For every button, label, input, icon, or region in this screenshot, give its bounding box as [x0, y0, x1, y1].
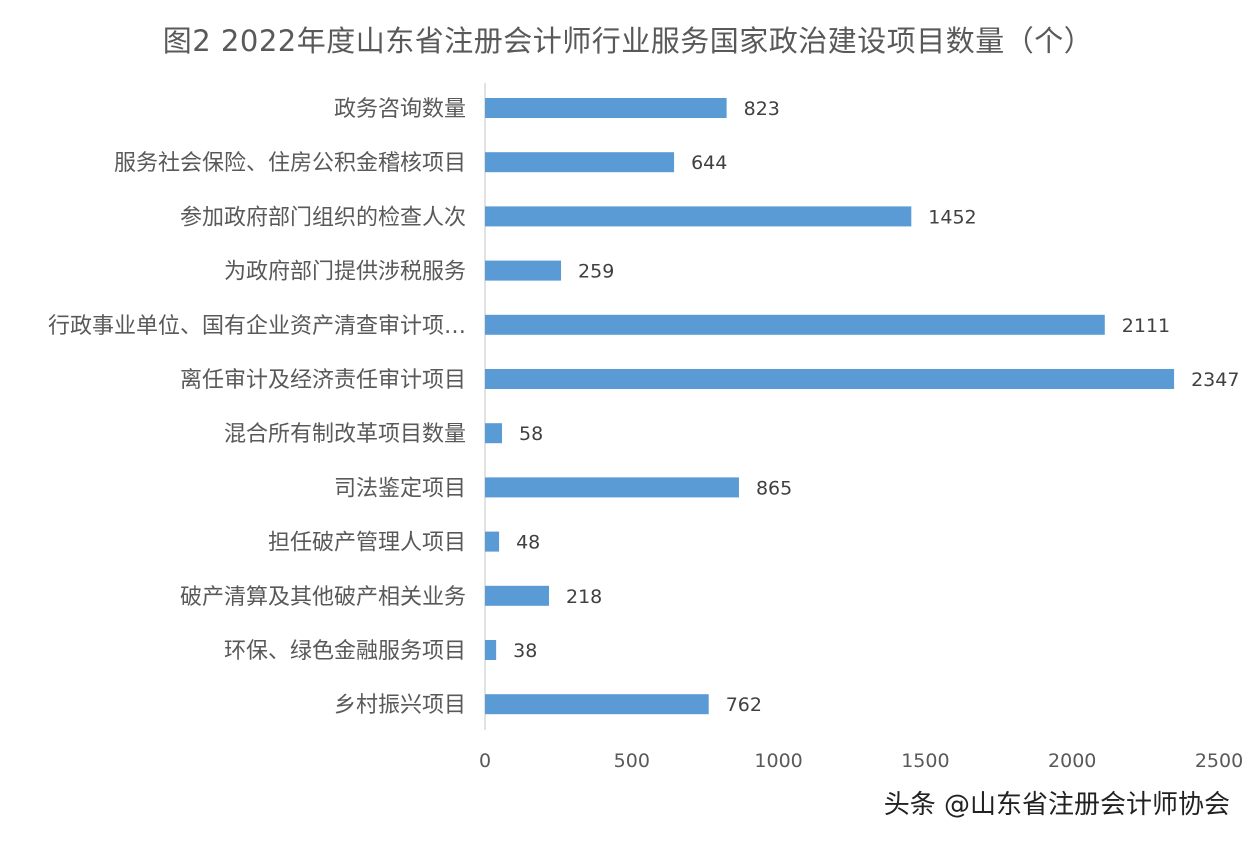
- bar: [485, 531, 500, 552]
- data-label: 644: [691, 152, 727, 174]
- category-label: 破产清算及其他破产相关业务: [180, 585, 466, 610]
- chart-title: 图2 2022年度山东省注册会计师行业服务国家政治建设项目数量（个）: [162, 24, 1094, 58]
- category-label: 政务咨询数量: [334, 97, 466, 122]
- bar: [485, 477, 739, 498]
- bar: [485, 98, 727, 118]
- data-label: 259: [578, 261, 614, 283]
- category-label: 司法鉴定项目: [334, 476, 466, 501]
- category-label: 参加政府部门组织的检查人次: [180, 205, 466, 230]
- data-label: 823: [744, 98, 780, 120]
- category-label: 混合所有制改革项目数量: [224, 422, 466, 447]
- bar: [485, 585, 550, 606]
- x-tick-label: 1000: [754, 750, 802, 772]
- category-label: 乡村振兴项目: [334, 693, 466, 718]
- data-label: 1452: [928, 206, 976, 228]
- bar: [485, 314, 1105, 335]
- bar: [485, 423, 503, 444]
- category-label: 离任审计及经济责任审计项目: [180, 368, 466, 393]
- bar: [485, 694, 709, 715]
- bar: [485, 206, 912, 227]
- bar: [485, 369, 1175, 389]
- data-label: 58: [519, 423, 543, 445]
- data-label: 2111: [1122, 315, 1170, 337]
- data-label: 38: [513, 640, 537, 662]
- category-label: 服务社会保险、住房公积金稽核项目: [114, 151, 466, 176]
- category-label: 行政事业单位、国有企业资产清查审计项…: [48, 314, 466, 339]
- data-label: 48: [516, 532, 540, 554]
- bar: [485, 152, 675, 173]
- category-label: 环保、绿色金融服务项目: [224, 639, 466, 664]
- x-tick-label: 2500: [1195, 750, 1243, 772]
- data-label: 2347: [1191, 369, 1239, 391]
- category-label: 担任破产管理人项目: [268, 531, 466, 556]
- x-tick-label: 1500: [901, 750, 949, 772]
- data-label: 762: [726, 694, 762, 716]
- bar: [485, 640, 497, 660]
- x-tick-label: 500: [614, 750, 650, 772]
- bar: [485, 260, 562, 281]
- x-tick-label: 2000: [1048, 750, 1096, 772]
- category-label: 为政府部门提供涉税服务: [224, 260, 466, 285]
- x-tick-label: 0: [479, 750, 491, 772]
- watermark-text: 头条 @山东省注册会计师协会: [883, 790, 1230, 820]
- data-label: 865: [756, 477, 792, 499]
- data-label: 218: [566, 586, 602, 608]
